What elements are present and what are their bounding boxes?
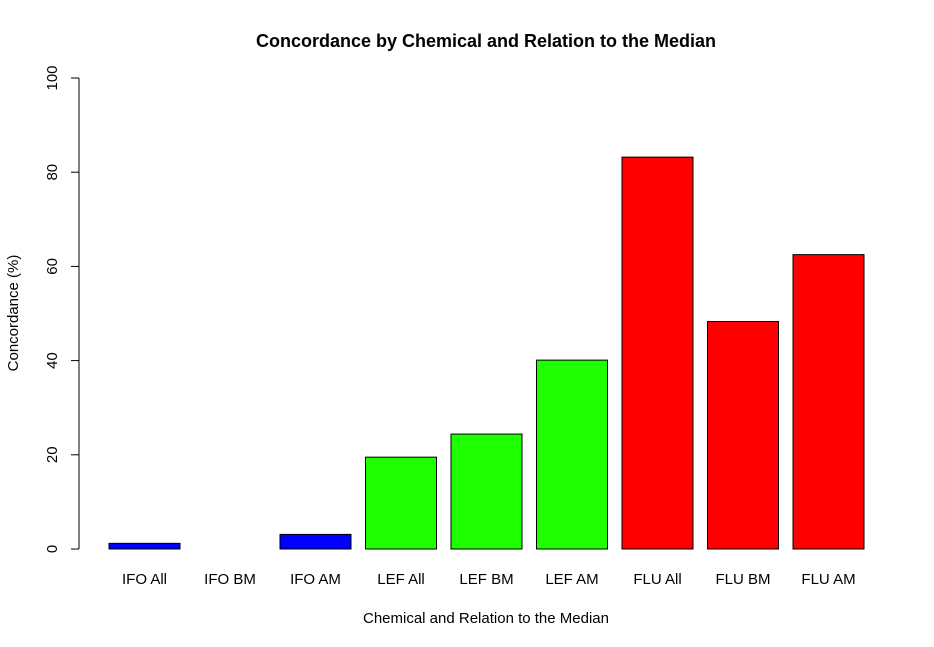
x-axis-tick-labels: IFO All IFO BM IFO AM LEF All LEF BM LEF AM FL…	[122, 571, 856, 588]
y-tick-label: 0	[44, 545, 61, 553]
bar	[707, 321, 779, 550]
bar	[621, 156, 694, 550]
x-axis-label: Chemical and Relation to the Median	[363, 610, 609, 627]
bar	[792, 254, 865, 550]
y-tick-label: 20	[44, 446, 61, 463]
x-tick-label: IFO All	[122, 571, 167, 588]
x-tick-label: LEF All	[377, 571, 425, 588]
y-axis-ticks: 0 20 40 60 80 100	[44, 65, 79, 553]
bar	[279, 533, 352, 550]
x-tick-label: FLU BM	[715, 571, 770, 588]
bar	[450, 433, 523, 550]
y-tick-label: 60	[44, 258, 61, 275]
x-tick-label: IFO BM	[204, 571, 256, 588]
y-tick-label: 100	[44, 65, 61, 90]
y-axis-label: Concordance (%)	[5, 255, 22, 372]
bar	[108, 542, 181, 550]
bar	[365, 456, 437, 550]
x-tick-label: IFO AM	[290, 571, 341, 588]
x-tick-label: LEF AM	[545, 571, 598, 588]
y-tick-label: 40	[44, 352, 61, 369]
bars	[108, 156, 865, 550]
x-tick-label: LEF BM	[459, 571, 513, 588]
x-tick-label: FLU All	[633, 571, 681, 588]
chart-title: Concordance by Chemical and Relation to …	[256, 31, 716, 51]
bar	[536, 359, 608, 550]
x-tick-label: FLU AM	[801, 571, 855, 588]
y-tick-label: 80	[44, 164, 61, 181]
